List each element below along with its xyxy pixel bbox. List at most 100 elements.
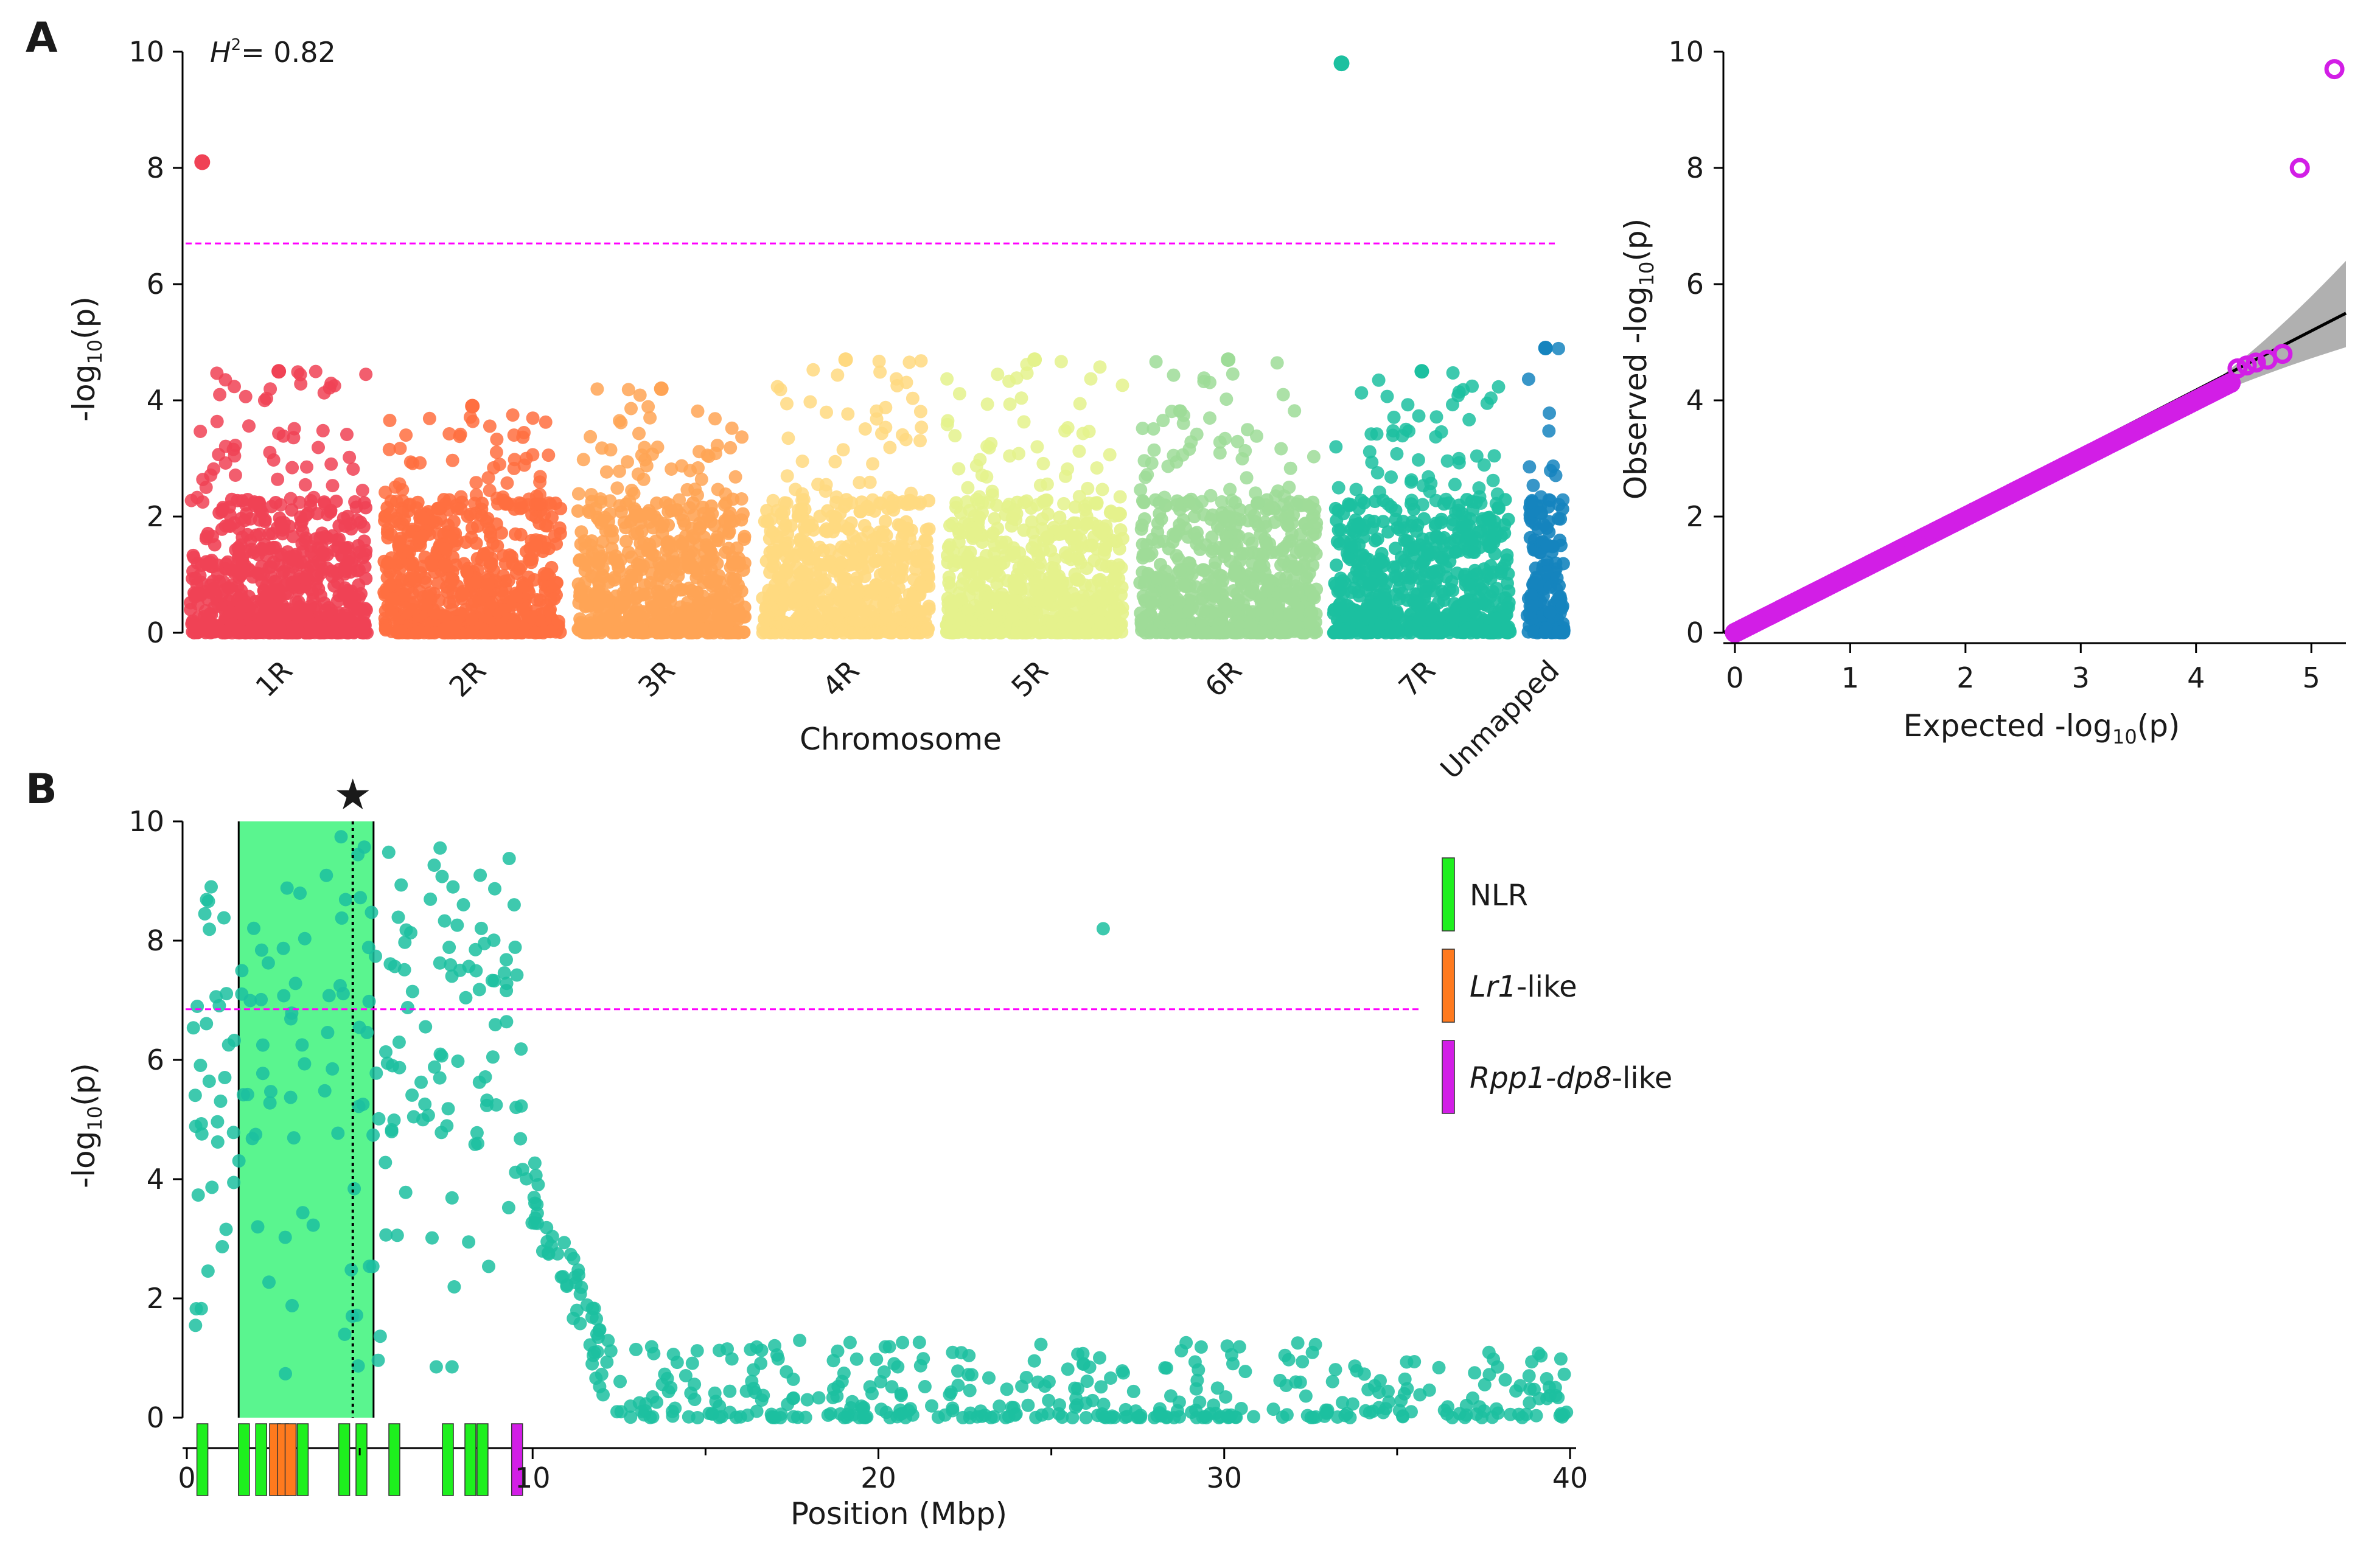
manhattan-point (906, 391, 920, 405)
manhattan-point (399, 428, 413, 442)
manhattan-point (1356, 575, 1370, 589)
manhattan-point (1201, 582, 1214, 596)
manhattan-point (1310, 516, 1324, 530)
manhattan-point (978, 566, 991, 580)
manhattan-point (1217, 543, 1231, 557)
manhattan-point (477, 547, 491, 561)
manhattan-point (774, 590, 788, 604)
manhattan-point (915, 420, 929, 434)
manhattan-point (1286, 573, 1300, 587)
manhattan-point (863, 475, 877, 489)
manhattan-point (828, 455, 842, 468)
manhattan-point (877, 597, 890, 611)
manhattan-point (846, 529, 860, 543)
manhattan-point (991, 367, 1005, 381)
manhattan-point (469, 488, 483, 502)
manhattan-point (820, 522, 834, 536)
manhattan-point (225, 492, 239, 506)
manhattan-point (1182, 604, 1196, 618)
manhattan-point (444, 577, 458, 590)
manhattan-point (326, 479, 340, 493)
manhattan-point (871, 554, 884, 568)
manhattan-point (539, 415, 553, 429)
manhattan-point (1250, 429, 1263, 443)
manhattan-point (1341, 599, 1355, 612)
manhattan-point (988, 590, 1002, 604)
manhattan-point (1271, 484, 1285, 498)
manhattan-point (1449, 545, 1462, 559)
manhattan-point (820, 405, 833, 419)
manhattan-point (1236, 546, 1250, 560)
manhattan-point (256, 543, 270, 557)
manhattan-point (1367, 515, 1381, 528)
manhattan-point (1025, 614, 1039, 628)
manhattan-point (657, 594, 671, 608)
manhattan-point (1097, 522, 1111, 536)
manhattan-point (508, 453, 522, 467)
manhattan-point (200, 529, 214, 543)
manhattan-point (1303, 500, 1317, 514)
manhattan-point (191, 597, 205, 611)
manhattan-point (628, 509, 642, 523)
manhattan-point (638, 441, 652, 455)
manhattan-point (1156, 414, 1170, 428)
manhattan-point (1167, 368, 1181, 382)
manhattan-point (883, 441, 897, 455)
manhattan-point (1350, 555, 1364, 569)
manhattan-point (1240, 471, 1254, 485)
manhattan-point (285, 461, 299, 475)
manhattan-point (724, 515, 738, 529)
manhattan-point (592, 579, 606, 593)
manhattan-point (1263, 537, 1277, 551)
manhattan-point (1150, 570, 1164, 584)
manhattan-point (1288, 404, 1302, 418)
manhattan-point (817, 576, 831, 590)
manhattan-point (425, 559, 439, 573)
manhattan-point (856, 562, 870, 576)
manhattan-point (385, 607, 399, 621)
manhattan-point (1437, 593, 1451, 607)
manhattan-point (234, 512, 248, 526)
manhattan-point (980, 470, 994, 484)
manhattan-point (574, 537, 588, 551)
manhattan-point (635, 544, 649, 558)
manhattan-point (1176, 513, 1190, 527)
manhattan-point (1176, 448, 1190, 462)
manhattan-point (236, 551, 250, 565)
manhattan-point (1114, 523, 1128, 537)
manhattan-point (273, 590, 287, 604)
manhattan-point (630, 526, 644, 540)
manhattan-point (988, 512, 1002, 526)
manhattan-point (1138, 575, 1152, 589)
manhattan-point (232, 623, 246, 637)
manhattan-point (696, 516, 710, 530)
manhattan-point (789, 549, 803, 563)
manhattan-point (444, 530, 458, 544)
manhattan-point (1241, 532, 1255, 546)
manhattan-point (1140, 468, 1154, 482)
manhattan-point (614, 599, 628, 613)
manhattan-point (961, 481, 975, 495)
manhattan-point (691, 488, 704, 502)
manhattan-point (1303, 616, 1317, 630)
manhattan-point (792, 580, 806, 594)
manhattan-point (731, 555, 745, 569)
manhattan-point (969, 459, 983, 473)
manhattan-point (304, 493, 318, 507)
manhattan-point (1209, 556, 1223, 569)
manhattan-point (776, 513, 790, 527)
manhattan-point (459, 535, 473, 549)
manhattan-point (1397, 614, 1411, 628)
manhattan-point (1251, 496, 1265, 510)
manhattan-point (1020, 366, 1034, 380)
manhattan-point (1027, 352, 1042, 367)
manhattan-point (328, 543, 341, 557)
manhattan-point (770, 544, 784, 558)
manhattan-point (907, 496, 921, 510)
manhattan-point (542, 448, 556, 462)
manhattan-point (501, 574, 515, 588)
manhattan-point (633, 388, 647, 402)
manhattan-point (403, 497, 417, 511)
manhattan-point (1254, 625, 1268, 639)
